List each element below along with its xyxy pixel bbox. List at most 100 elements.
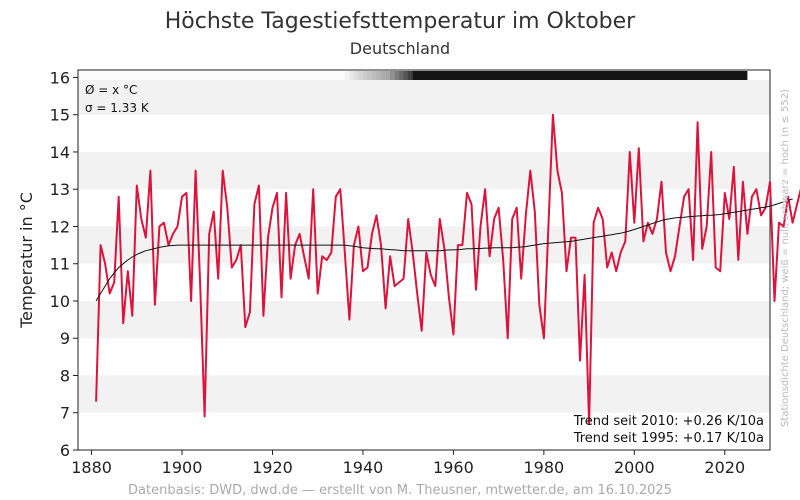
grid-band — [78, 77, 770, 115]
density-cell — [322, 71, 328, 80]
density-cell — [172, 71, 179, 80]
y-tick-label: 11 — [50, 255, 70, 274]
density-cell — [448, 71, 454, 80]
density-cell — [163, 71, 169, 80]
density-cell — [231, 71, 237, 80]
density-cell — [552, 71, 558, 80]
density-cell — [656, 71, 662, 80]
y-axis: 6 7 8 9 10 11 12 13 14 15 16 — [50, 68, 78, 460]
density-cell — [684, 71, 690, 80]
density-cell — [634, 71, 640, 80]
density-cell — [191, 71, 197, 80]
density-cell — [91, 71, 97, 80]
density-cell — [489, 71, 495, 80]
density-cell — [589, 71, 595, 80]
density-cell — [399, 71, 405, 80]
density-cell — [580, 71, 586, 80]
density-cell — [290, 71, 296, 80]
mean-annotation: Ø = x °C — [85, 83, 137, 97]
density-cell — [408, 71, 414, 80]
y-tick-label: 6 — [60, 441, 70, 460]
density-cell — [679, 71, 685, 80]
density-cell — [512, 71, 518, 80]
density-cell — [385, 71, 391, 80]
density-cell — [503, 71, 509, 80]
series-lines — [95, 113, 800, 425]
density-cell — [742, 71, 748, 80]
density-cell — [286, 71, 292, 80]
density-cell — [598, 71, 604, 80]
density-cell — [665, 71, 671, 80]
density-cell — [349, 71, 355, 80]
chart-title: Höchste Tagestiefsttemperatur im Oktober — [165, 9, 636, 34]
density-cell — [136, 71, 142, 80]
density-cell — [539, 71, 545, 80]
density-cell — [453, 71, 459, 80]
density-cell — [625, 71, 631, 80]
density-cell — [471, 71, 477, 80]
density-cell — [521, 71, 527, 80]
density-cell — [457, 71, 463, 80]
density-cell — [507, 71, 513, 80]
density-cell — [751, 71, 757, 80]
density-cell — [340, 71, 346, 80]
density-cell — [765, 71, 771, 80]
y-tick-label: 10 — [50, 292, 70, 311]
density-cell — [182, 71, 188, 80]
density-cell — [381, 71, 387, 80]
density-cell — [720, 71, 726, 80]
density-cell — [697, 71, 703, 80]
density-cell — [616, 71, 622, 80]
density-cell — [281, 71, 287, 80]
density-cell — [494, 71, 500, 80]
density-cell — [141, 71, 147, 80]
density-cell — [394, 71, 400, 80]
density-cell — [254, 71, 260, 80]
density-cell — [417, 71, 423, 80]
x-tick-label: 1880 — [71, 458, 112, 477]
density-cell — [267, 71, 273, 80]
density-cell — [308, 71, 314, 80]
density-cell — [566, 71, 572, 80]
density-cell — [629, 71, 635, 80]
density-cell — [358, 71, 364, 80]
y-tick-label: 8 — [60, 366, 70, 385]
plot-frame — [77, 69, 771, 451]
density-cell — [570, 71, 577, 80]
density-cell — [376, 71, 382, 80]
density-cell — [240, 71, 246, 80]
grid-band — [78, 151, 770, 190]
density-cell — [403, 71, 409, 80]
footer-source: Datenbasis: DWD, dwd.de — erstellt von M… — [128, 483, 672, 498]
y-tick-label: 14 — [50, 143, 70, 162]
density-cell — [516, 71, 522, 80]
density-cell — [715, 71, 721, 80]
density-cell — [675, 71, 681, 80]
density-cell — [100, 71, 106, 80]
density-cell — [738, 71, 744, 80]
density-cell — [661, 71, 667, 80]
density-cell — [326, 71, 332, 80]
density-cell — [299, 71, 305, 80]
density-cell — [263, 71, 269, 80]
density-cell — [760, 71, 766, 80]
density-cell — [362, 71, 368, 80]
density-cell — [498, 71, 504, 80]
density-cell — [584, 71, 590, 80]
density-cell — [557, 71, 563, 80]
density-cell — [168, 71, 174, 80]
station-density-strip — [78, 71, 771, 80]
density-cell — [747, 71, 753, 80]
density-cell — [105, 71, 111, 80]
density-cell — [711, 71, 717, 80]
density-cell — [670, 71, 676, 80]
density-cell — [435, 71, 441, 80]
density-cell — [688, 71, 694, 80]
density-cell — [652, 71, 658, 80]
density-cell — [154, 71, 160, 80]
x-tick-label: 2000 — [614, 458, 655, 477]
density-cell — [607, 71, 613, 80]
density-cell — [724, 71, 730, 80]
density-cell — [575, 71, 581, 80]
density-cell — [430, 71, 436, 80]
